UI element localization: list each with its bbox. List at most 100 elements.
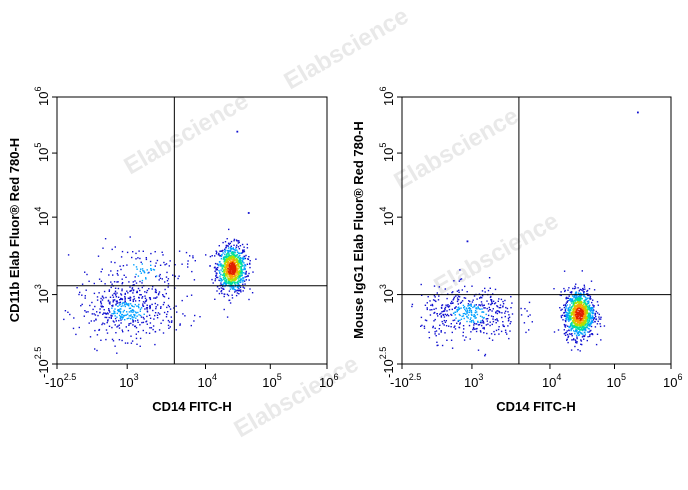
event-dot <box>234 252 236 254</box>
event-dot <box>564 326 567 328</box>
event-dot <box>572 311 574 313</box>
event-dot <box>227 245 229 247</box>
event-dot <box>187 263 189 265</box>
event-dot <box>564 325 566 327</box>
event-dot <box>232 258 234 261</box>
event-dot <box>238 266 241 268</box>
event-dot <box>236 272 238 274</box>
event-dot <box>141 297 143 299</box>
event-dot <box>464 312 466 315</box>
event-dot <box>581 315 583 317</box>
event-dot <box>193 279 196 281</box>
event-dot <box>581 327 583 329</box>
event-dot <box>576 329 578 332</box>
event-dot <box>237 274 239 277</box>
event-dot <box>229 242 231 245</box>
event-dot <box>505 331 507 334</box>
event-dot <box>575 328 577 330</box>
event-dot <box>440 316 443 318</box>
event-dot <box>159 313 161 315</box>
event-dot <box>239 290 241 292</box>
event-dot <box>225 256 227 258</box>
event-dot <box>135 333 137 335</box>
event-dot <box>176 311 178 313</box>
event-dot <box>242 256 244 259</box>
event-dot <box>237 240 239 242</box>
event-dot <box>507 311 509 313</box>
event-dot <box>433 294 436 297</box>
event-dot <box>572 310 574 312</box>
event-dot <box>578 313 580 315</box>
event-dot <box>99 308 101 310</box>
event-dot <box>239 279 241 281</box>
event-dot <box>569 309 571 311</box>
event-dot <box>76 287 78 289</box>
event-dot <box>585 323 588 325</box>
event-dot <box>455 295 457 297</box>
x-tick-label: -102.5 <box>45 372 76 390</box>
event-dot <box>242 264 244 267</box>
event-dot <box>593 306 595 308</box>
event-dot <box>137 287 140 290</box>
event-dot <box>583 291 585 293</box>
event-dot <box>137 257 139 259</box>
event-dot <box>114 312 116 315</box>
event-dot <box>242 290 244 292</box>
event-dot <box>589 324 591 326</box>
event-dot <box>145 291 148 294</box>
event-dot <box>487 314 490 317</box>
event-dot <box>462 335 464 337</box>
event-dot <box>585 303 587 305</box>
event-dot <box>589 314 591 316</box>
event-dot <box>492 318 494 320</box>
event-dot <box>473 324 475 326</box>
event-dot <box>124 299 126 301</box>
event-dot <box>572 301 575 303</box>
event-dot <box>490 299 493 302</box>
event-dot <box>156 259 159 262</box>
event-dot <box>241 278 243 280</box>
event-dot <box>433 308 435 310</box>
event-dot <box>472 299 474 301</box>
event-dot <box>574 319 576 321</box>
event-dot <box>589 323 591 325</box>
event-dot <box>598 318 600 320</box>
event-dot <box>589 296 591 299</box>
event-dot <box>581 317 583 319</box>
event-dot <box>477 321 479 323</box>
event-dot <box>574 302 576 304</box>
event-dot <box>229 275 232 277</box>
event-dot <box>144 297 147 299</box>
event-dot <box>245 273 247 275</box>
event-dot <box>481 308 483 310</box>
event-dot <box>573 313 575 316</box>
event-dot <box>425 319 428 322</box>
event-dot <box>565 302 567 304</box>
event-dot <box>84 271 86 273</box>
event-dot <box>241 262 243 264</box>
event-dot <box>167 319 170 322</box>
event-dot <box>110 317 112 319</box>
event-dot <box>590 298 592 300</box>
event-dot <box>219 250 221 252</box>
event-dot <box>234 259 236 262</box>
event-dot <box>500 298 503 301</box>
event-dot <box>235 255 237 257</box>
event-dot <box>138 306 140 309</box>
event-dot <box>132 292 134 294</box>
event-dot <box>569 304 571 306</box>
event-dot <box>225 266 227 268</box>
event-dot <box>230 274 232 276</box>
event-dot <box>470 309 473 312</box>
event-dot <box>181 299 183 302</box>
event-dot <box>238 241 240 244</box>
event-dot <box>116 326 118 328</box>
event-dot <box>225 247 227 249</box>
event-dot <box>457 299 459 301</box>
event-dot <box>481 320 484 322</box>
event-dot <box>440 306 443 309</box>
event-dot <box>507 317 510 319</box>
event-dot <box>580 319 582 321</box>
event-dot <box>572 324 574 326</box>
event-dot <box>98 328 101 331</box>
